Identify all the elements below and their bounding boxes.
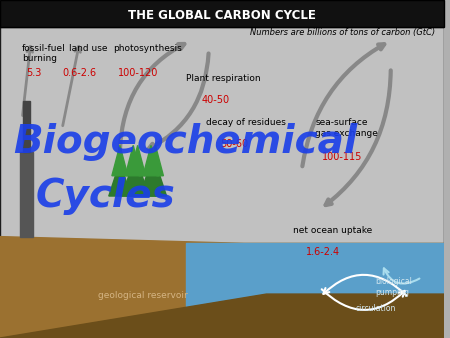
Text: circulation: circulation (355, 304, 396, 313)
Polygon shape (186, 243, 444, 338)
Text: land use: land use (69, 44, 108, 53)
Text: decay of residues: decay of residues (207, 118, 286, 127)
Text: 5.3: 5.3 (27, 68, 42, 78)
Text: 100-120: 100-120 (117, 68, 158, 78)
Text: THE GLOBAL CARBON CYCLE: THE GLOBAL CARBON CYCLE (128, 9, 316, 22)
Polygon shape (20, 152, 33, 237)
Polygon shape (0, 237, 444, 338)
Text: net ocean uptake: net ocean uptake (293, 226, 372, 236)
Polygon shape (126, 162, 149, 196)
Text: 1.6-2.4: 1.6-2.4 (306, 247, 341, 257)
Text: geological reservoir: geological reservoir (98, 291, 188, 300)
Text: Numbers are billions of tons of carbon (GtC): Numbers are billions of tons of carbon (… (250, 28, 435, 37)
Text: 50-60: 50-60 (220, 139, 248, 149)
Polygon shape (143, 145, 159, 176)
Text: sea-surface
gas exchange: sea-surface gas exchange (315, 118, 378, 138)
Text: Biogeochemical: Biogeochemical (14, 123, 358, 161)
Polygon shape (130, 145, 146, 176)
Polygon shape (112, 145, 128, 176)
Text: photosynthesis: photosynthesis (113, 44, 182, 53)
Polygon shape (125, 145, 141, 176)
FancyBboxPatch shape (0, 27, 444, 254)
Text: 100-115: 100-115 (322, 152, 362, 162)
Polygon shape (122, 162, 144, 196)
Polygon shape (23, 101, 30, 152)
Text: biological
pumping: biological pumping (375, 277, 412, 296)
FancyBboxPatch shape (0, 0, 444, 27)
Polygon shape (109, 162, 131, 196)
Polygon shape (0, 294, 444, 338)
Polygon shape (148, 145, 163, 176)
Text: fossil-fuel
burning: fossil-fuel burning (22, 44, 66, 63)
Text: 0.6-2.6: 0.6-2.6 (62, 68, 96, 78)
Text: 40-50: 40-50 (202, 95, 230, 105)
Polygon shape (144, 162, 166, 196)
Text: Cycles: Cycles (36, 177, 175, 215)
Text: Plant respiration: Plant respiration (186, 74, 261, 83)
Polygon shape (140, 162, 162, 196)
